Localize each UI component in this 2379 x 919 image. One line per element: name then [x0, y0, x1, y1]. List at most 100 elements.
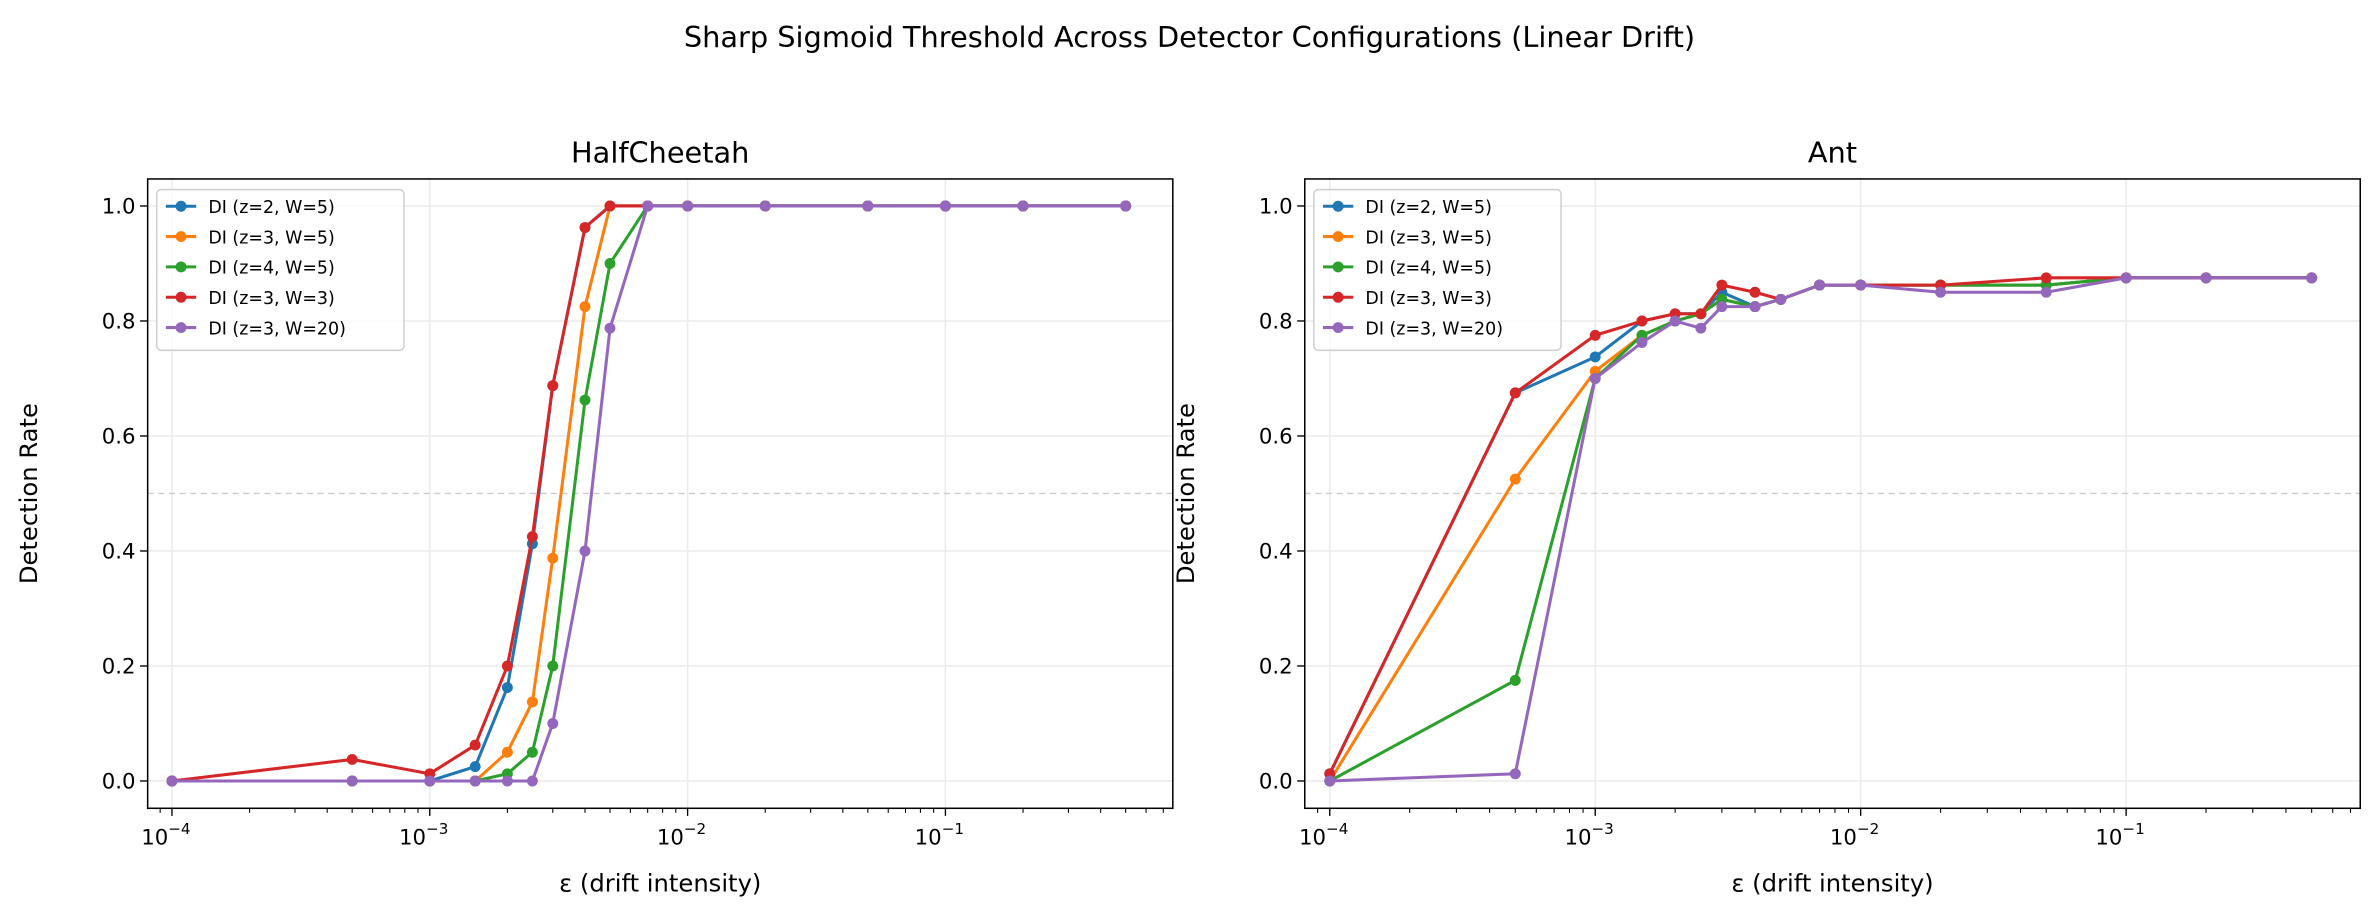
data-point	[1749, 301, 1761, 313]
x-tick-exponent: −4	[168, 820, 190, 838]
x-tick-exponent: −1	[942, 820, 964, 838]
data-point	[2200, 272, 2212, 284]
legend-marker	[1332, 200, 1344, 212]
data-point	[1814, 279, 1826, 291]
legend-item-3: DI (z=3, W=3)	[1322, 289, 1492, 309]
legend-item-0: DI (z=2, W=5)	[1322, 198, 1492, 218]
data-point	[1749, 286, 1761, 298]
data-point	[2040, 286, 2052, 298]
x-tick-base: 10	[1299, 826, 1326, 851]
legend-label: DI (z=4, W=5)	[208, 259, 335, 279]
data-point	[604, 258, 616, 269]
data-point	[1589, 351, 1601, 363]
y-tick-label: 1.0	[1259, 195, 1293, 220]
y-tick-label: 0.4	[102, 540, 136, 565]
data-point	[2040, 272, 2052, 284]
data-point	[526, 531, 538, 543]
x-tick-label: 10−3	[399, 820, 448, 851]
legend-label: DI (z=2, W=5)	[1365, 198, 1492, 218]
data-point	[604, 322, 616, 334]
x-tick-label: 10−1	[915, 820, 964, 851]
legend-marker	[175, 322, 187, 334]
y-axis-label: Detection Rate	[1171, 403, 1200, 584]
legend-item-1: DI (z=3, W=5)	[1322, 228, 1492, 248]
x-axis-label: ε (drift intensity)	[559, 869, 761, 898]
data-point	[526, 696, 538, 708]
data-point	[1589, 373, 1601, 384]
data-point	[526, 775, 538, 787]
legend-marker	[175, 200, 187, 212]
y-tick-label: 0.6	[102, 425, 136, 450]
data-point	[501, 775, 513, 787]
axes-frame	[146, 178, 1174, 810]
data-point	[579, 222, 591, 233]
data-point	[1636, 315, 1648, 327]
data-point	[1669, 315, 1681, 327]
panel-halfcheetah: 10−4 10−3 10−2 10−10.00.20.40.60.81.0HalfCh…	[14, 135, 1174, 898]
legend-marker	[1332, 322, 1344, 334]
legend-item-2: DI (z=4, W=5)	[165, 259, 335, 279]
series-line	[1328, 276, 2312, 775]
legend-label: DI (z=3, W=5)	[208, 228, 335, 248]
x-tick-exponent: −1	[2122, 820, 2144, 838]
data-point	[469, 739, 481, 751]
y-axis-label: Detection Rate	[14, 403, 43, 584]
legend-label: DI (z=4, W=5)	[1365, 259, 1492, 279]
data-point	[1716, 279, 1728, 291]
data-point	[501, 660, 513, 672]
legend-item-3: DI (z=3, W=3)	[165, 289, 335, 309]
legend-item-2: DI (z=4, W=5)	[1322, 259, 1492, 279]
data-point	[579, 545, 591, 557]
data-point	[1509, 473, 1521, 485]
x-tick-label: 10−2	[657, 820, 706, 851]
legend-item-4: DI (z=3, W=20)	[165, 319, 346, 339]
data-point	[469, 761, 481, 773]
data-point	[1324, 775, 1336, 787]
legend: DI (z=2, W=5) DI (z=3, W=5) DI (z=4, W=5) D…	[156, 188, 405, 352]
legend: DI (z=2, W=5) DI (z=3, W=5) DI (z=4, W=5) D…	[1313, 188, 1562, 352]
y-tick-label: 0.2	[1259, 655, 1293, 680]
legend-box	[1313, 188, 1562, 352]
data-point	[346, 775, 358, 787]
data-point	[1017, 200, 1029, 212]
legend-label: DI (z=3, W=3)	[208, 289, 335, 309]
y-tick-label: 0.4	[1259, 540, 1293, 565]
data-point	[1716, 301, 1728, 313]
axes-frame	[1303, 178, 2361, 810]
x-tick-base: 10	[2095, 826, 2122, 851]
data-point	[604, 200, 616, 212]
series-4	[166, 200, 1132, 787]
legend-item-0: DI (z=2, W=5)	[165, 198, 335, 218]
legend-marker	[1332, 231, 1344, 243]
legend-label: DI (z=3, W=20)	[208, 319, 346, 339]
panel-title: Ant	[1808, 135, 1857, 169]
x-tick-exponent: −4	[1326, 820, 1348, 838]
y-tick-label: 0.0	[102, 770, 136, 795]
y-tick-label: 0.0	[1259, 770, 1293, 795]
y-tick-label: 0.8	[1259, 310, 1293, 335]
x-tick-base: 10	[141, 826, 168, 851]
data-point	[547, 552, 559, 564]
legend-marker	[175, 231, 187, 243]
x-tick-label: 10−3	[1564, 820, 1613, 851]
y-tick-label: 0.8	[102, 310, 136, 335]
x-tick-label: 10−4	[1299, 820, 1348, 851]
y-tick-label: 1.0	[102, 195, 136, 220]
legend-label: DI (z=2, W=5)	[208, 198, 335, 218]
data-point	[1120, 200, 1132, 212]
legend-marker	[1332, 261, 1344, 273]
y-tick-label: 0.2	[102, 655, 136, 680]
series-line	[1329, 276, 2312, 783]
x-tick-exponent: −3	[1591, 820, 1613, 838]
data-point	[1695, 308, 1707, 320]
x-tick-base: 10	[399, 826, 426, 851]
data-point	[939, 200, 951, 212]
data-point	[2120, 272, 2132, 284]
legend-item-4: DI (z=3, W=20)	[1322, 319, 1503, 339]
legend-marker	[175, 291, 187, 303]
data-point	[1589, 329, 1601, 341]
x-tick-exponent: −2	[1857, 820, 1879, 838]
data-point	[1935, 286, 1947, 298]
data-point	[547, 380, 559, 392]
